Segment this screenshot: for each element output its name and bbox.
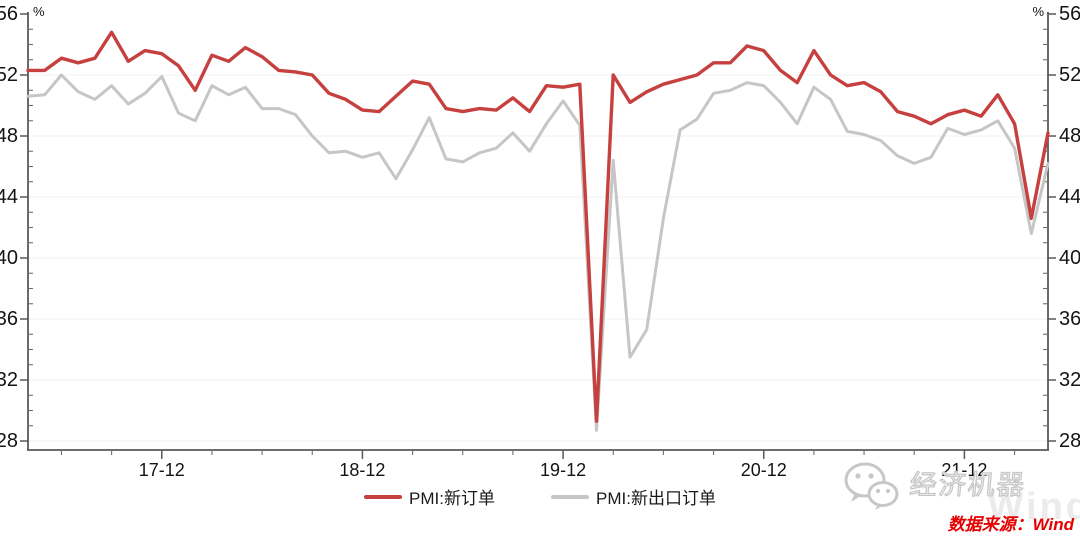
- legend-item-new-orders: PMI:新订单: [364, 484, 495, 509]
- svg-text:52: 52: [0, 64, 18, 86]
- wechat-icon: [844, 462, 899, 510]
- legend-item-new-export-orders: PMI:新出口订单: [551, 484, 716, 509]
- svg-text:21-12: 21-12: [941, 460, 987, 480]
- legend-swatch-new-export-orders: [551, 494, 589, 499]
- svg-text:48: 48: [0, 125, 18, 147]
- svg-text:44: 44: [1059, 186, 1080, 208]
- legend-label-new-orders: PMI:新订单: [409, 489, 495, 508]
- svg-text:19-12: 19-12: [540, 460, 586, 480]
- legend-label-new-export-orders: PMI:新出口订单: [596, 489, 716, 508]
- chart-legend: PMI:新订单 PMI:新出口订单: [0, 484, 1080, 509]
- svg-text:44: 44: [0, 186, 18, 208]
- watermark-footer: Wind 经济机器 数据来源：Wind: [840, 458, 1080, 536]
- svg-text:28: 28: [0, 430, 18, 452]
- wind-background-watermark: Wind: [987, 486, 1080, 528]
- svg-text:20-12: 20-12: [741, 460, 787, 480]
- svg-text:32: 32: [0, 369, 18, 391]
- svg-text:17-12: 17-12: [139, 460, 185, 480]
- svg-text:52: 52: [1059, 64, 1080, 86]
- y-axis-unit-right: %: [1032, 4, 1044, 19]
- svg-text:56: 56: [0, 3, 18, 25]
- svg-text:28: 28: [1059, 430, 1080, 452]
- y-axis-unit-left: %: [33, 4, 45, 19]
- svg-text:32: 32: [1059, 369, 1080, 391]
- wechat-account-name: 经济机器: [908, 469, 1028, 500]
- svg-text:56: 56: [1059, 3, 1080, 25]
- legend-swatch-new-orders: [364, 494, 403, 499]
- svg-text:36: 36: [1059, 308, 1080, 330]
- svg-text:40: 40: [0, 247, 18, 269]
- svg-text:48: 48: [1059, 125, 1080, 147]
- svg-text:36: 36: [0, 308, 18, 330]
- data-source-label: 数据来源：Wind: [947, 515, 1074, 534]
- pmi-line-chart-canvas: 28 28 32 32 36 36 40 40 44 44 48 48 52 52 56 56 17-12 18-…: [0, 3, 1080, 480]
- svg-text:40: 40: [1059, 247, 1080, 269]
- svg-text:18-12: 18-12: [339, 460, 385, 480]
